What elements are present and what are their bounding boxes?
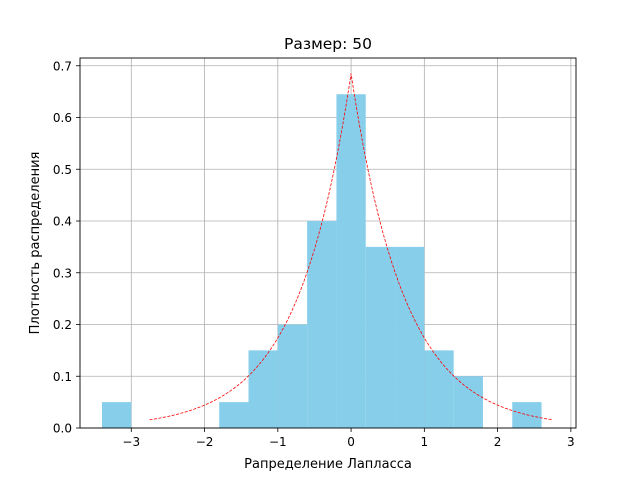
x-tick-label: 2	[494, 435, 502, 449]
histogram-bar	[453, 376, 483, 428]
histogram-bar	[336, 94, 366, 428]
y-tick-label: 0.0	[53, 422, 72, 436]
histogram-bar	[219, 402, 249, 428]
y-tick-label: 0.3	[53, 266, 72, 280]
plot-frame	[79, 57, 577, 429]
y-tick-label: 0.5	[53, 163, 72, 177]
y-axis-ticks: 0.0 0.1 0.2 0.3 0.4 0.5 0.6 0.7	[53, 59, 80, 436]
x-tick-label: 1	[421, 435, 429, 449]
histogram-bar	[101, 402, 132, 428]
histogram-bar	[277, 324, 308, 428]
histogram-bar	[307, 221, 337, 428]
x-tick-label: −1	[269, 435, 287, 449]
chart-title: Размер: 50	[284, 35, 372, 53]
x-axis-ticks: −3 −2 −1 0 1 2 3	[122, 428, 575, 449]
histogram-bar	[395, 246, 425, 428]
x-tick-label: −3	[122, 435, 140, 449]
x-tick-label: 3	[567, 435, 575, 449]
x-axis-label: Рапределение Лапласса	[244, 457, 412, 472]
y-tick-label: 0.7	[53, 59, 72, 73]
histogram-bar	[365, 246, 396, 428]
histogram-bars	[101, 94, 542, 428]
x-tick-label: 0	[347, 435, 355, 449]
x-tick-label: −2	[196, 435, 214, 449]
histogram-bar	[248, 350, 278, 428]
histogram-bar	[424, 350, 454, 428]
density-curve	[149, 73, 553, 421]
y-tick-label: 0.1	[53, 370, 72, 384]
y-tick-label: 0.4	[53, 215, 72, 229]
y-axis-label: Плотность распределения	[28, 152, 43, 335]
y-tick-label: 0.2	[53, 318, 72, 332]
y-tick-label: 0.6	[53, 111, 72, 125]
